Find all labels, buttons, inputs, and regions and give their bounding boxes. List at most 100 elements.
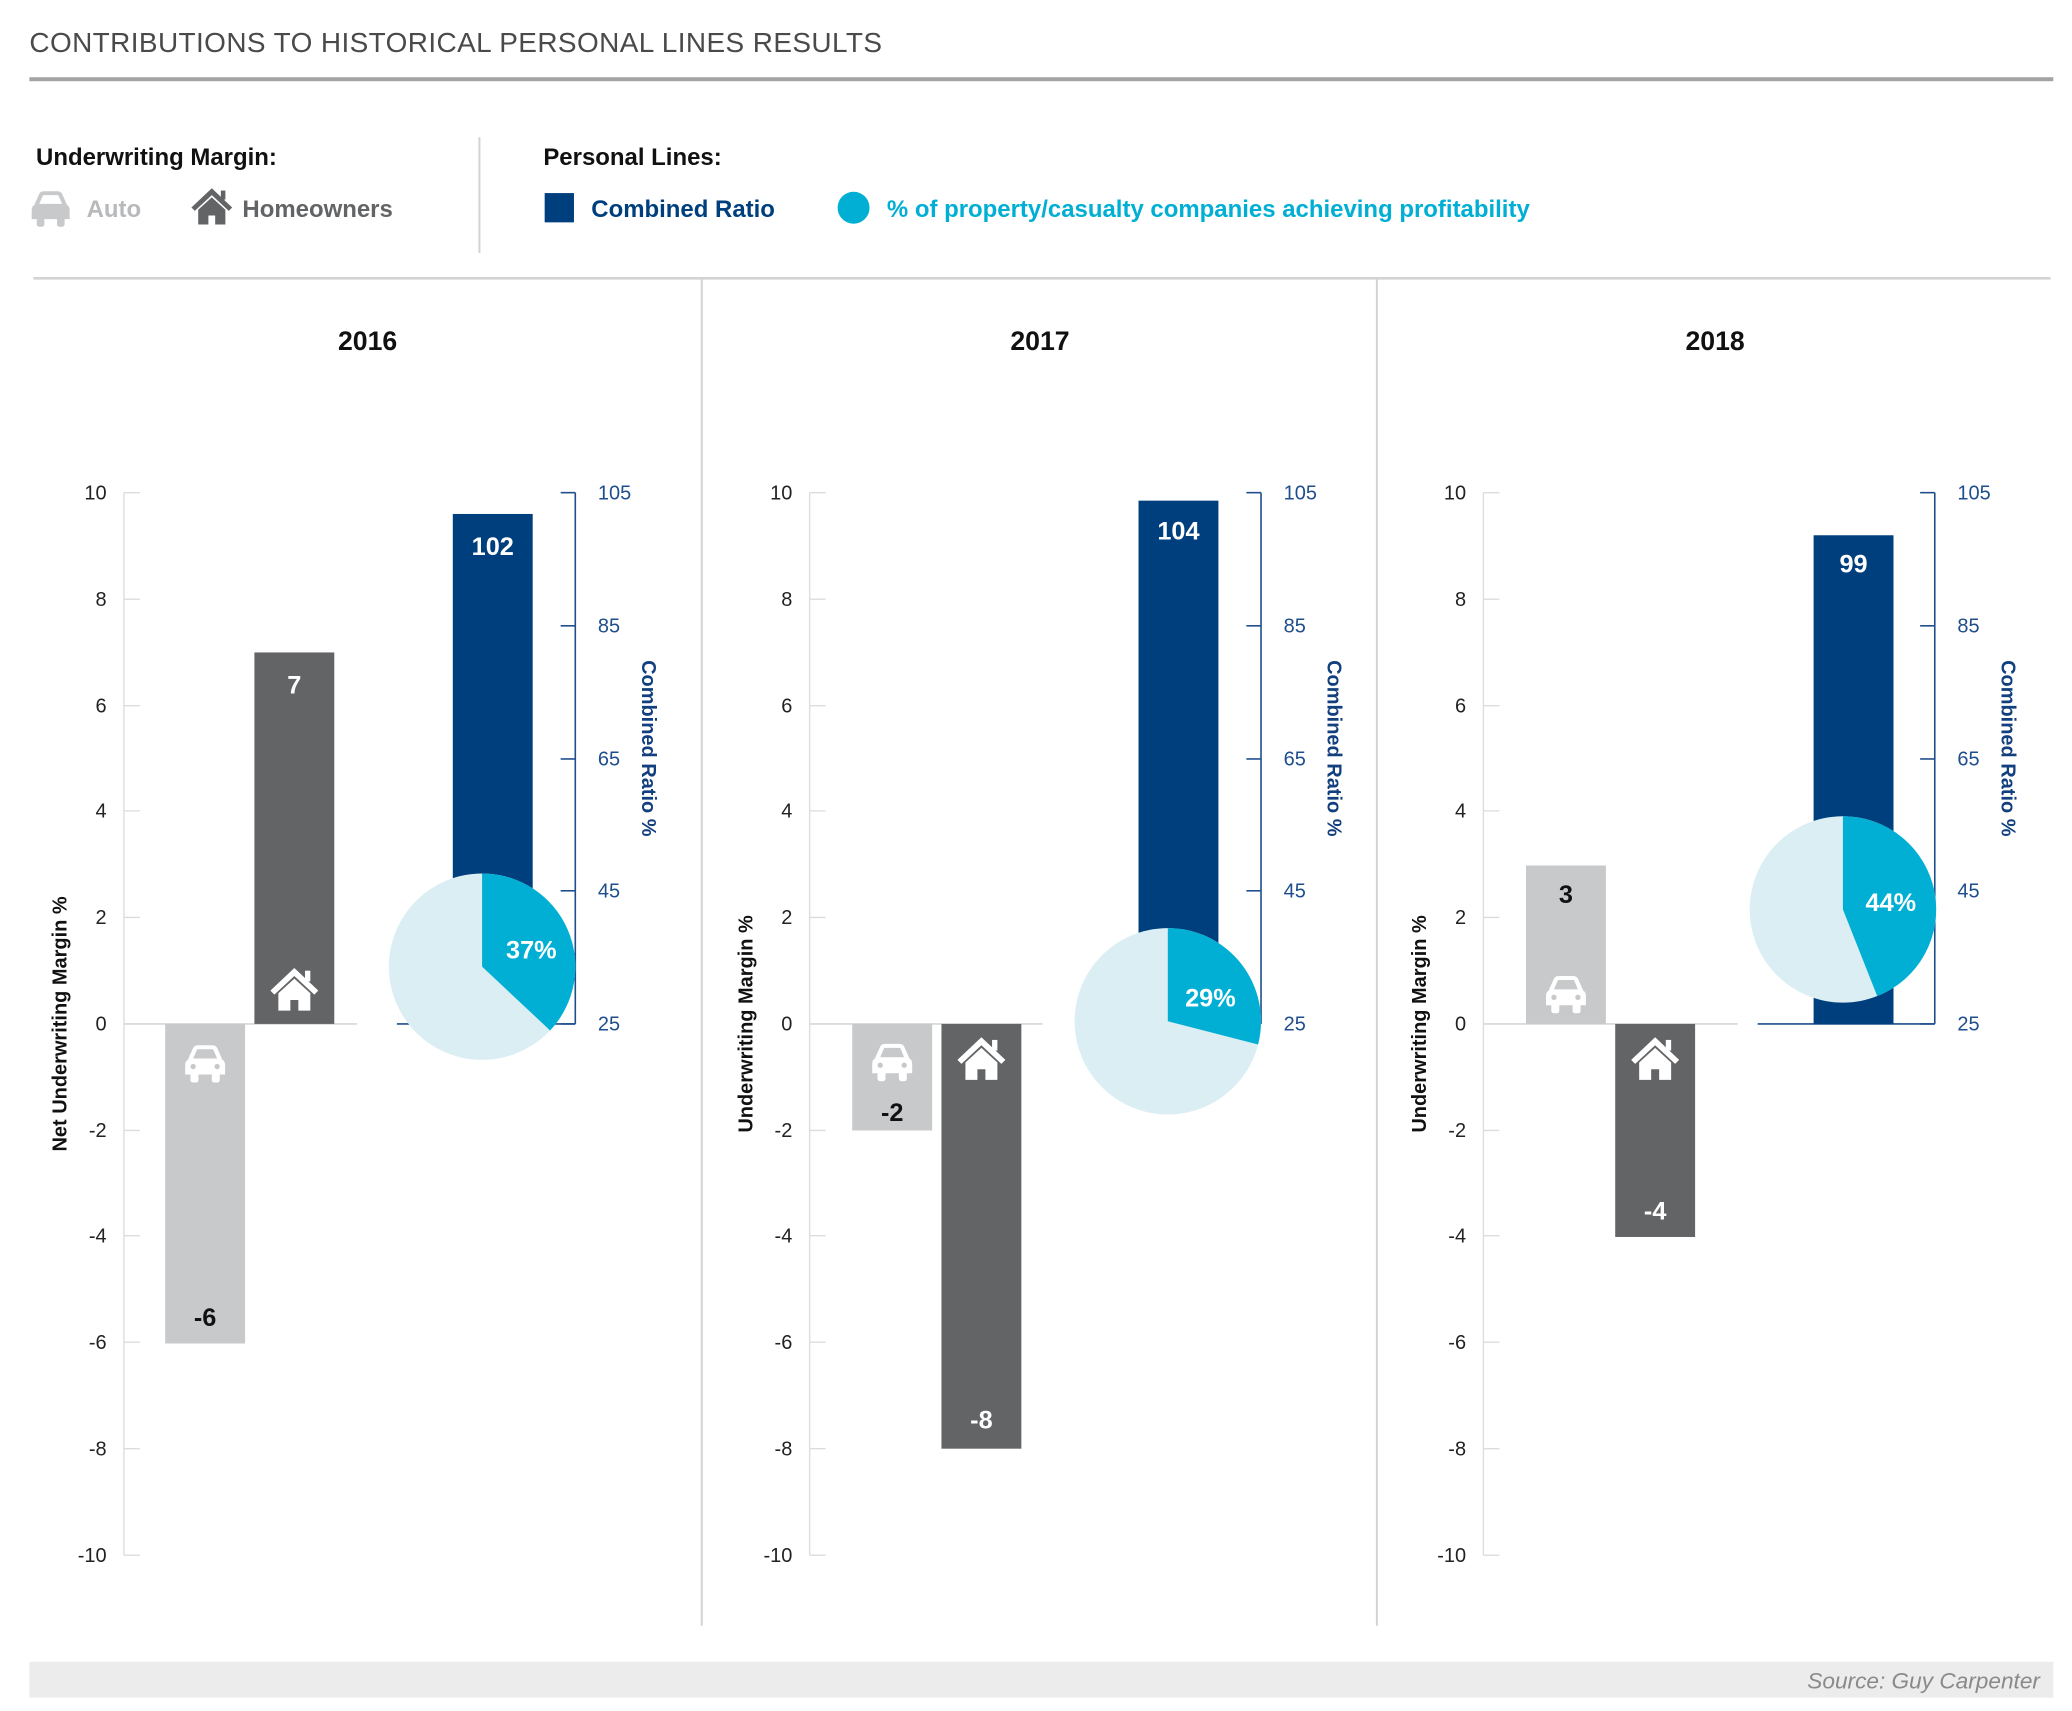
svg-text:-6: -6 [89,1332,107,1354]
panel-2016: 2016 10 8 6 4 2 0 -2 -4 -6 -8 [50,326,659,1567]
svg-text:0: 0 [95,1014,106,1036]
year-label: 2017 [1010,326,1069,356]
right-axis: 105 85 65 45 25 Combined Ratio % [1757,482,2018,1036]
legend: Underwriting Margin: Auto Homeowners Per… [31,137,1531,253]
svg-text:45: 45 [1957,880,1979,902]
svg-text:4: 4 [1455,801,1466,823]
svg-text:-2: -2 [775,1120,793,1142]
svg-text:10: 10 [770,482,792,504]
bar-combined-ratio-value: 102 [472,533,514,561]
right-axis: 105 85 65 45 25 Combined Ratio % [1246,482,1345,1036]
svg-text:8: 8 [1455,589,1466,611]
house-icon [191,188,233,225]
svg-text:8: 8 [95,589,106,611]
bar-combined-ratio-value: 104 [1157,517,1199,545]
svg-text:-4: -4 [1448,1225,1466,1247]
svg-text:-8: -8 [1448,1438,1466,1460]
svg-text:105: 105 [1284,482,1317,504]
legend-profitability-label: % of property/casualty companies achievi… [887,196,1531,223]
profitability-pie: 29% [1074,928,1262,1115]
svg-text:105: 105 [1957,482,1990,504]
bar-homeowners-value: 7 [287,672,301,700]
svg-text:85: 85 [598,615,620,637]
svg-text:-2: -2 [1448,1120,1466,1142]
svg-text:25: 25 [1957,1014,1979,1036]
combined-ratio-swatch-icon [544,193,574,223]
pie-value: 37% [506,937,557,965]
svg-text:6: 6 [781,695,792,717]
right-axis: 105 85 65 45 25 Combined Ratio % [396,482,659,1036]
svg-text:-10: -10 [763,1545,792,1567]
panel-2017: 2017 10 8 6 4 2 0 -2 -4 -6 -8 [735,326,1344,1567]
car-icon [31,191,70,227]
bar-homeowners [254,652,335,1024]
pie-value: 44% [1866,889,1917,917]
source-text: Source: Guy Carpenter [1807,1668,2041,1693]
pie-value: 29% [1185,985,1236,1013]
bar-auto-value: -2 [881,1099,903,1127]
svg-text:105: 105 [598,482,631,504]
profitability-pie: 37% [388,873,576,1060]
right-axis-label: Combined Ratio % [1323,660,1345,837]
profitability-swatch-icon [837,191,870,224]
svg-text:8: 8 [781,589,792,611]
legend-personal-lines-header: Personal Lines: [543,144,721,171]
left-axis: 10 8 6 4 2 0 -2 -4 -6 -8 -10 Underwritin… [1409,482,1738,1567]
left-axis: 10 8 6 4 2 0 -2 -4 -6 -8 -10 Net Underwr… [50,482,357,1567]
bar-auto-value: -6 [194,1304,216,1332]
svg-text:4: 4 [95,801,106,823]
svg-text:-4: -4 [89,1225,107,1247]
svg-text:4: 4 [781,801,792,823]
bar-auto-value: 3 [1559,881,1573,909]
year-label: 2018 [1685,326,1744,356]
svg-text:25: 25 [1284,1014,1306,1036]
svg-text:6: 6 [1455,695,1466,717]
svg-text:-6: -6 [1448,1332,1466,1354]
legend-underwriting-header: Underwriting Margin: [36,144,277,171]
bar-auto [852,1023,933,1131]
title-divider [29,77,2054,82]
bar-homeowners-value: -8 [970,1407,992,1435]
right-axis-label: Combined Ratio % [1996,660,2018,837]
svg-text:0: 0 [781,1014,792,1036]
svg-text:2: 2 [781,907,792,929]
svg-text:-6: -6 [775,1332,793,1354]
svg-text:-2: -2 [89,1120,107,1142]
svg-text:-10: -10 [78,1545,107,1567]
svg-text:-8: -8 [775,1438,793,1460]
svg-text:45: 45 [598,880,620,902]
profitability-pie: 44% [1749,816,1937,1003]
svg-text:-8: -8 [89,1438,107,1460]
svg-text:10: 10 [1444,482,1466,504]
svg-text:65: 65 [1957,749,1979,771]
year-label: 2016 [338,326,397,356]
svg-text:2: 2 [95,907,106,929]
left-axis-label: Underwriting Margin % [735,915,757,1133]
svg-text:45: 45 [1284,880,1306,902]
svg-text:85: 85 [1284,615,1306,637]
bar-combined-ratio-value: 99 [1839,551,1867,579]
left-axis-label: Underwriting Margin % [1409,915,1431,1133]
left-axis: 10 8 6 4 2 0 -2 -4 -6 -8 -10 Underwritin… [735,482,1043,1567]
bar-homeowners [941,1023,1022,1449]
legend-combined-ratio-label: Combined Ratio [591,196,775,223]
svg-text:2: 2 [1455,907,1466,929]
svg-text:85: 85 [1957,615,1979,637]
left-axis-label: Net Underwriting Margin % [50,896,72,1151]
svg-text:0: 0 [1455,1014,1466,1036]
svg-text:6: 6 [95,695,106,717]
source-bar [29,1661,2054,1698]
legend-homeowners-label: Homeowners [242,196,392,223]
chart-title: CONTRIBUTIONS TO HISTORICAL PERSONAL LIN… [29,27,882,58]
svg-text:-10: -10 [1437,1545,1466,1567]
legend-auto-label: Auto [87,196,142,223]
bar-auto [165,1023,246,1344]
svg-text:25: 25 [598,1014,620,1036]
svg-text:-4: -4 [775,1225,793,1247]
panel-2018: 2018 10 8 6 4 2 0 -2 -4 -6 -8 [1409,326,2018,1567]
right-axis-label: Combined Ratio % [637,660,659,837]
svg-text:10: 10 [84,482,106,504]
svg-text:65: 65 [598,749,620,771]
svg-text:65: 65 [1284,749,1306,771]
